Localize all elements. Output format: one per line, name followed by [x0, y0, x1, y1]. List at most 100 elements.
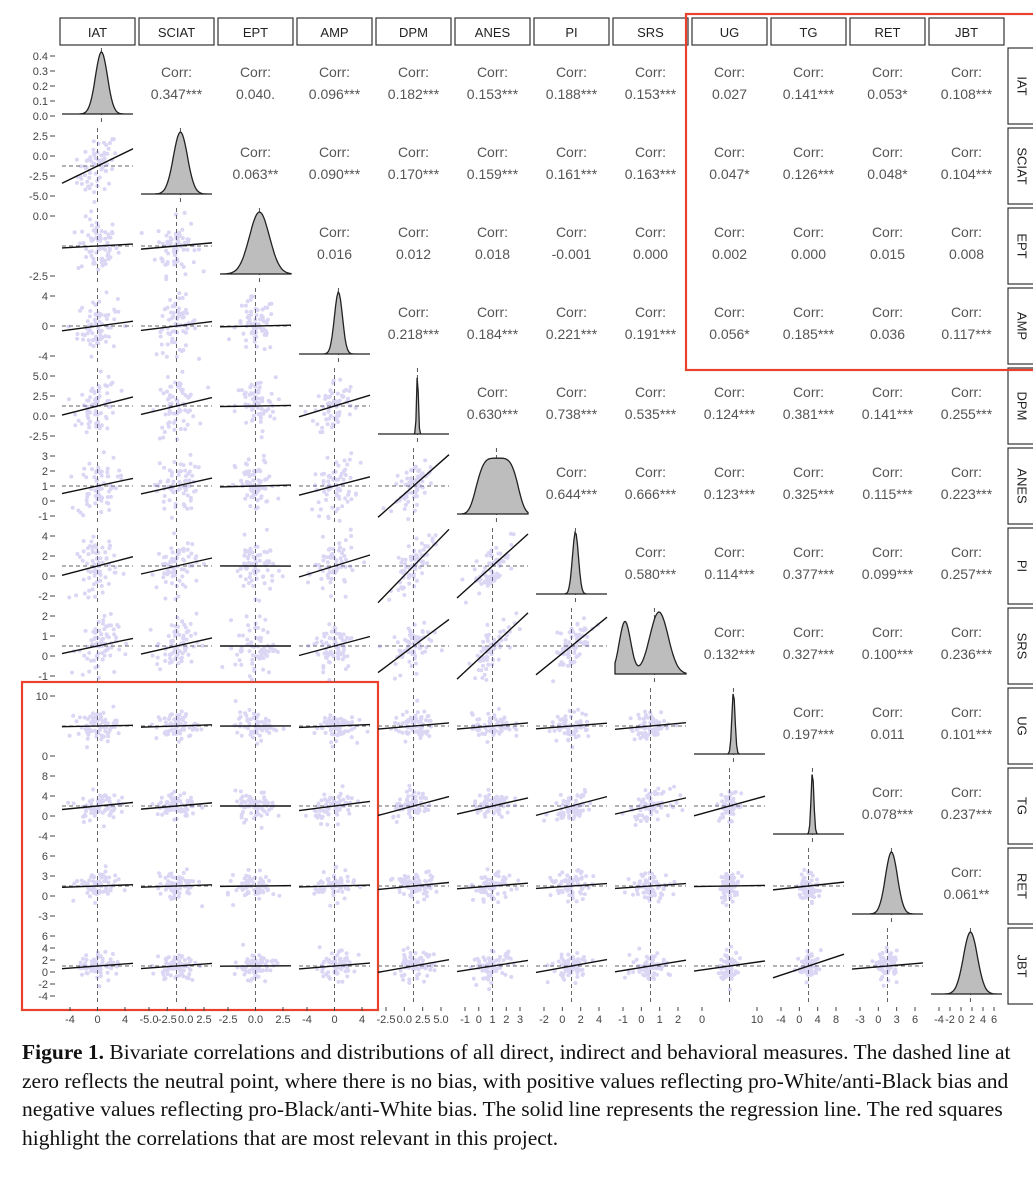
scatter-jbt-vs-dpm — [377, 928, 450, 1004]
scatter-points — [69, 450, 124, 518]
corr-cell-anes-srs: Corr: 0.666*** — [625, 464, 677, 502]
density-curve — [694, 693, 765, 755]
density-curve — [931, 931, 1002, 995]
corr-label: Corr: — [635, 464, 666, 480]
corr-value: 0.170*** — [388, 166, 440, 182]
scatter-tg-vs-ug — [693, 768, 766, 844]
corr-cell-anes-tg: Corr: 0.325*** — [783, 464, 835, 502]
scatter-points — [150, 953, 203, 982]
corr-value: 0.161*** — [546, 166, 598, 182]
column-strip-label: RET — [875, 25, 901, 40]
scatter-points — [231, 453, 281, 511]
scatter-points — [233, 788, 281, 830]
y-tick-label: -3 — [38, 911, 48, 923]
corr-label: Corr: — [793, 64, 824, 80]
x-tick-label: 10 — [751, 1014, 763, 1026]
corr-value: 0.115*** — [862, 486, 913, 502]
corr-value: 0.096*** — [309, 86, 361, 102]
corr-value: 0.221*** — [546, 326, 598, 342]
scatter-anes-vs-iat — [61, 448, 134, 524]
scatter-tg-vs-dpm — [377, 768, 450, 844]
corr-cell-ept-anes: Corr: 0.018 — [475, 224, 510, 262]
scatter-points — [315, 945, 361, 984]
corr-label: Corr: — [872, 384, 903, 400]
scatter-points — [232, 699, 286, 746]
y-tick-label: 2.5 — [33, 131, 48, 143]
y-tick-label: 8 — [42, 771, 48, 783]
x-tick-label: 2.5 — [275, 1014, 290, 1026]
corr-label: Corr: — [240, 144, 271, 160]
regression-line — [61, 320, 134, 332]
corr-label: Corr: — [556, 224, 587, 240]
x-axis-tg: -4 0 4 8 — [776, 1007, 839, 1026]
regression-line — [377, 958, 450, 974]
regression-line — [140, 637, 213, 655]
corr-cell-ept-ret: Corr: 0.015 — [870, 224, 905, 262]
scatter-points — [715, 789, 744, 824]
corr-value: 0.197*** — [783, 726, 835, 742]
corr-value: 0.123*** — [704, 486, 756, 502]
scatter-points — [148, 611, 205, 672]
scatter-dpm-vs-ept — [219, 368, 292, 444]
scatter-anes-vs-ept — [219, 448, 292, 524]
figure-caption: Figure 1. Bivariate correlations and dis… — [22, 1038, 1022, 1152]
y-axis-srs: 2 1 0 -1 — [38, 611, 55, 683]
row-strip-box — [1007, 927, 1033, 1005]
corr-label: Corr: — [714, 544, 745, 560]
column-strip-amp: AMP — [296, 17, 373, 46]
regression-line — [298, 723, 371, 729]
column-strip-label: SCIAT — [158, 25, 195, 40]
regression-line — [140, 802, 213, 810]
caption-label: Figure 1. — [22, 1040, 105, 1064]
column-strip-box — [217, 17, 294, 46]
row-strip-sciat: SCIAT — [1007, 127, 1033, 205]
x-tick-label: 0.0 — [397, 1014, 412, 1026]
row-strip-ret: RET — [1007, 847, 1033, 925]
corr-cell-iat-ug: Corr: 0.027 — [712, 64, 747, 102]
corr-cell-dpm-tg: Corr: 0.381*** — [783, 384, 835, 422]
corr-cell-dpm-ug: Corr: 0.124*** — [704, 384, 756, 422]
column-strip-tg: TG — [770, 17, 847, 46]
row-strip-label: JBT — [1015, 954, 1030, 977]
corr-value: 0.012 — [396, 246, 431, 262]
scatter-tg-vs-ept — [220, 768, 291, 844]
row-strip-srs: SRS — [1007, 607, 1033, 685]
corr-value: 0.018 — [475, 246, 510, 262]
column-strip-label: IAT — [88, 25, 107, 40]
scatter-points — [545, 951, 595, 985]
density-amp — [299, 288, 370, 364]
column-strip-box — [59, 17, 136, 46]
regression-line — [535, 958, 608, 974]
column-strip-box — [296, 17, 373, 46]
regression-line — [61, 724, 134, 728]
density-srs — [614, 608, 687, 684]
corr-cell-iat-ept: Corr: 0.040. — [236, 64, 275, 102]
scatter-srs-vs-amp — [298, 608, 371, 684]
scatter-srs-vs-iat — [61, 608, 134, 684]
row-strip-label: UG — [1015, 716, 1030, 736]
regression-line — [61, 148, 134, 184]
x-axis-srs: -1 0 1 2 — [618, 1007, 681, 1026]
scatter-amp-vs-iat — [61, 288, 134, 364]
row-strip-label: RET — [1015, 873, 1030, 899]
corr-value: 0.223*** — [941, 486, 993, 502]
column-strip-label: TG — [799, 25, 817, 40]
scatter-ret-vs-ept — [219, 848, 292, 924]
corr-cell-iat-anes: Corr: 0.153*** — [467, 64, 519, 102]
corr-value: 0.159*** — [467, 166, 519, 182]
scatter-srs-vs-dpm — [377, 608, 450, 684]
regression-line — [693, 795, 766, 817]
y-tick-label: 0 — [42, 967, 48, 979]
regression-line — [693, 960, 766, 972]
scatter-points — [628, 709, 679, 742]
column-strip-box — [454, 17, 531, 46]
x-tick-label: 0 — [559, 1014, 565, 1026]
corr-label: Corr: — [951, 864, 982, 880]
scatter-points — [72, 209, 121, 272]
row-strip-anes: ANES — [1007, 447, 1033, 525]
x-tick-label: 2 — [969, 1014, 975, 1026]
corr-cell-pi-tg: Corr: 0.377*** — [783, 544, 835, 582]
corr-cell-iat-sciat: Corr: 0.347*** — [151, 64, 203, 102]
regression-line — [535, 795, 608, 817]
row-strip-amp: AMP — [1007, 287, 1033, 365]
